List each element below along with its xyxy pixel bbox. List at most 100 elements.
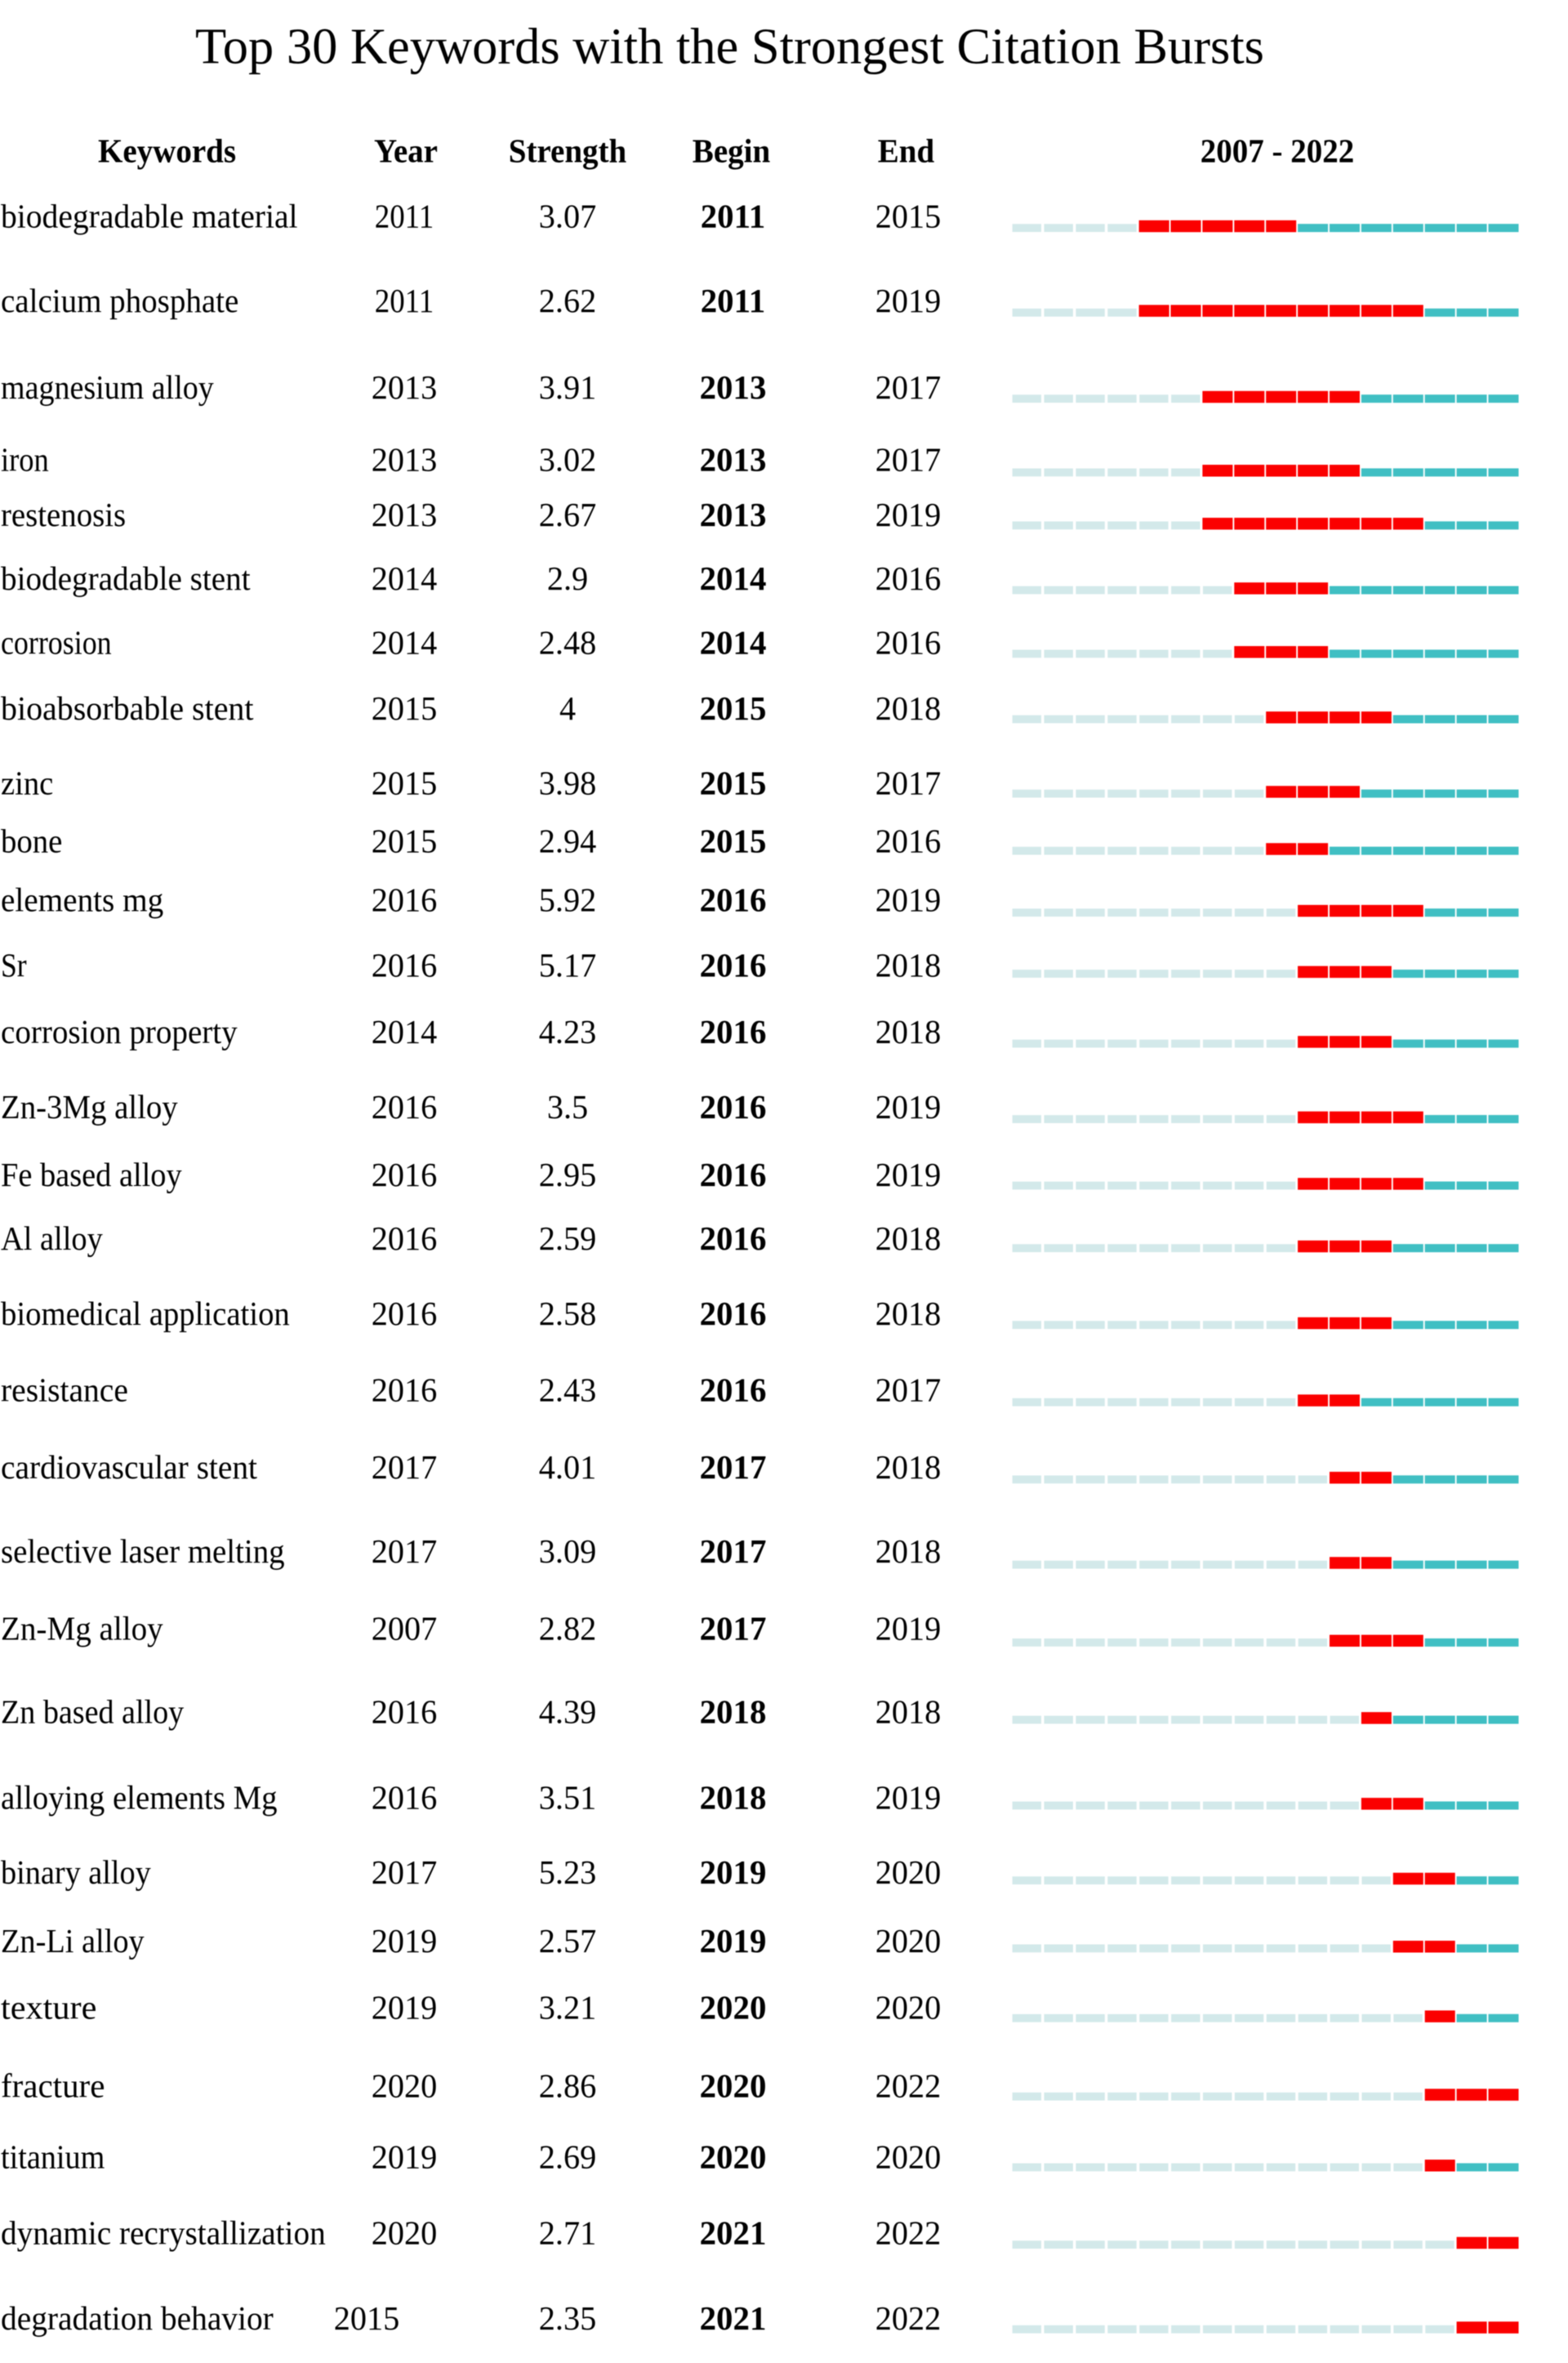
svg-text:2019: 2019 [372,2138,438,2175]
svg-text:4.01: 4.01 [539,1448,596,1486]
svg-text:2018: 2018 [875,689,942,727]
svg-text:fracture: fracture [1,2067,105,2105]
svg-text:titanium: titanium [1,2138,105,2175]
svg-text:2014: 2014 [372,1013,438,1050]
svg-text:5.23: 5.23 [539,1853,596,1891]
svg-text:2014: 2014 [700,560,767,597]
svg-text:zinc: zinc [1,765,53,802]
svg-text:2.67: 2.67 [539,496,596,533]
svg-text:2.86: 2.86 [539,2067,596,2105]
svg-text:2.71: 2.71 [539,2214,596,2252]
svg-text:2016: 2016 [700,881,767,919]
svg-text:2019: 2019 [875,1778,942,1816]
svg-text:2011: 2011 [701,282,766,319]
svg-text:2016: 2016 [372,1778,438,1816]
svg-text:2016: 2016 [372,1371,438,1408]
svg-text:2.59: 2.59 [539,1219,596,1257]
svg-text:2017: 2017 [875,368,942,406]
svg-text:selective laser melting: selective laser melting [1,1532,285,1570]
svg-text:2018: 2018 [875,1448,942,1486]
svg-text:Fe based alloy: Fe based alloy [1,1156,182,1193]
svg-text:2017: 2017 [875,765,942,802]
svg-text:3.09: 3.09 [539,1532,596,1570]
svg-text:2020: 2020 [372,2067,438,2105]
svg-text:biodegradable stent: biodegradable stent [1,560,251,597]
svg-text:2014: 2014 [700,623,767,661]
svg-text:2018: 2018 [875,1219,942,1257]
svg-text:Top 30 Keywords with the Stron: Top 30 Keywords with the Strongest Citat… [195,20,1264,75]
svg-text:2018: 2018 [875,1295,942,1332]
svg-text:2018: 2018 [700,1778,767,1816]
svg-text:2013: 2013 [372,368,438,406]
svg-text:binary alloy: binary alloy [1,1853,151,1891]
svg-text:Zn-Mg alloy: Zn-Mg alloy [1,1609,163,1647]
svg-text:2016: 2016 [700,1013,767,1050]
svg-text:bioabsorbable stent: bioabsorbable stent [1,689,254,727]
svg-text:2020: 2020 [700,2067,767,2105]
svg-text:2013: 2013 [700,441,767,479]
svg-text:2016: 2016 [875,560,942,597]
svg-text:2017: 2017 [700,1609,767,1647]
svg-text:2015: 2015 [334,2299,400,2337]
svg-text:5.92: 5.92 [539,881,596,919]
svg-text:2015: 2015 [700,823,767,860]
svg-text:2020: 2020 [700,2138,767,2175]
svg-text:2.95: 2.95 [539,1156,596,1193]
svg-text:elements mg: elements mg [1,881,163,919]
svg-text:End: End [878,132,934,169]
svg-text:cardiovascular stent: cardiovascular stent [1,1448,257,1486]
svg-text:2.43: 2.43 [539,1371,596,1408]
svg-text:2013: 2013 [372,441,438,479]
svg-text:2013: 2013 [700,368,767,406]
svg-text:Zn-3Mg alloy: Zn-3Mg alloy [1,1088,178,1126]
svg-text:2.48: 2.48 [539,623,596,661]
svg-text:Year: Year [374,132,438,169]
svg-text:2020: 2020 [875,2138,942,2175]
svg-text:2015: 2015 [700,765,767,802]
svg-text:2022: 2022 [875,2214,942,2252]
svg-text:2019: 2019 [875,881,942,919]
svg-text:2007 - 2022: 2007 - 2022 [1200,132,1355,169]
svg-text:2.35: 2.35 [539,2299,596,2337]
svg-text:Begin: Begin [693,132,770,169]
svg-text:2021: 2021 [700,2214,767,2252]
svg-text:2020: 2020 [875,1922,942,1960]
svg-text:2018: 2018 [700,1693,767,1731]
svg-text:degradation behavior: degradation behavior [1,2299,274,2337]
svg-text:2.94: 2.94 [539,823,597,860]
svg-text:calcium phosphate: calcium phosphate [1,282,238,319]
svg-text:2011: 2011 [375,282,434,319]
svg-text:2016: 2016 [700,947,767,984]
svg-text:corrosion property: corrosion property [1,1013,238,1050]
svg-text:Al alloy: Al alloy [1,1219,103,1257]
svg-text:2016: 2016 [875,623,942,661]
svg-text:2019: 2019 [875,1088,942,1126]
svg-text:3.98: 3.98 [539,765,596,802]
svg-text:2.69: 2.69 [539,2138,596,2175]
svg-text:2017: 2017 [372,1448,438,1486]
svg-text:3.5: 3.5 [547,1088,588,1126]
svg-text:2.82: 2.82 [539,1609,596,1647]
svg-text:2015: 2015 [372,689,438,727]
svg-text:2020: 2020 [700,1988,767,2026]
svg-text:2.58: 2.58 [539,1295,596,1332]
svg-text:2020: 2020 [372,2214,438,2252]
svg-text:2014: 2014 [372,623,438,661]
svg-text:corrosion: corrosion [1,623,112,661]
svg-text:2022: 2022 [875,2299,942,2337]
svg-text:2019: 2019 [875,282,942,319]
svg-text:2016: 2016 [372,1693,438,1731]
svg-text:3.02: 3.02 [539,441,596,479]
svg-text:2018: 2018 [875,947,942,984]
svg-text:2011: 2011 [375,197,434,234]
svg-text:3.51: 3.51 [539,1778,596,1816]
svg-text:texture: texture [1,1988,96,2026]
svg-text:2015: 2015 [372,823,438,860]
svg-text:2019: 2019 [700,1922,767,1960]
svg-text:2017: 2017 [372,1853,438,1891]
svg-text:biomedical application: biomedical application [1,1295,290,1332]
svg-text:2015: 2015 [372,765,438,802]
svg-text:2.62: 2.62 [539,282,596,319]
svg-text:2016: 2016 [372,1295,438,1332]
svg-text:4.23: 4.23 [539,1013,596,1050]
